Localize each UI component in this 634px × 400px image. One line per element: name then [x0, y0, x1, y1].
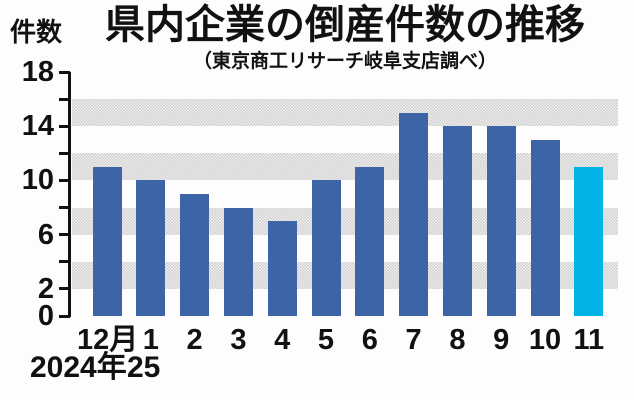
bar-7: [399, 112, 429, 316]
bar-8: [442, 126, 472, 316]
grid-band: [72, 99, 618, 127]
bar-4: [267, 221, 297, 316]
year-label-2024: 2024年: [30, 351, 127, 384]
x-tick-label: 5: [317, 324, 335, 356]
y-axis-line: [68, 72, 71, 317]
bar-3: [223, 207, 253, 316]
y-tick-label: 10: [21, 164, 54, 197]
y-tick-label: 18: [21, 56, 54, 88]
y-tick-label: 2: [37, 272, 54, 305]
bar-10: [530, 139, 560, 316]
y-axis-tick: [59, 260, 70, 264]
bar-1: [136, 180, 166, 316]
x-tick-label: 7: [405, 324, 422, 356]
x-tick-label: 12月: [77, 324, 139, 356]
y-axis-tick: [59, 233, 70, 237]
grid-band: [72, 153, 618, 181]
x-tick-label: 3: [230, 324, 247, 356]
plot-area: [72, 72, 618, 316]
y-tick-label: 0: [37, 300, 54, 332]
bar-12月: [92, 166, 122, 316]
year-label-25: 25: [127, 351, 161, 384]
x-tick-label: 4: [274, 324, 291, 356]
bar-9: [486, 126, 516, 316]
y-axis-unit-label: 件数: [10, 17, 63, 47]
x-tick-label: 8: [449, 324, 466, 356]
y-tick-label: 14: [21, 110, 54, 143]
chart-subtitle: （東京商工リサーチ岐阜支店調べ）: [192, 51, 497, 72]
y-axis-tick: [59, 124, 70, 128]
x-tick-label: 1: [142, 324, 159, 356]
y-axis-tick: [59, 178, 70, 182]
chart-title: 県内企業の倒産件数の推移: [105, 3, 585, 47]
y-axis-tick: [59, 70, 70, 74]
y-axis-tick: [59, 206, 70, 210]
x-tick-label: 6: [361, 324, 378, 356]
y-axis-tick: [59, 287, 70, 291]
bar-11: [574, 166, 604, 316]
y-axis-tick: [59, 151, 70, 155]
x-tick-label: 10: [528, 324, 562, 356]
bar-6: [355, 166, 385, 316]
x-tick-label: 2: [186, 324, 203, 356]
bar-5: [311, 180, 341, 316]
bar-2: [180, 194, 210, 316]
y-axis-tick: [59, 97, 70, 101]
y-axis-tick: [59, 314, 70, 318]
y-tick-label: 6: [37, 218, 54, 251]
x-tick-label: 11: [573, 324, 605, 356]
x-tick-label: 9: [493, 324, 510, 356]
